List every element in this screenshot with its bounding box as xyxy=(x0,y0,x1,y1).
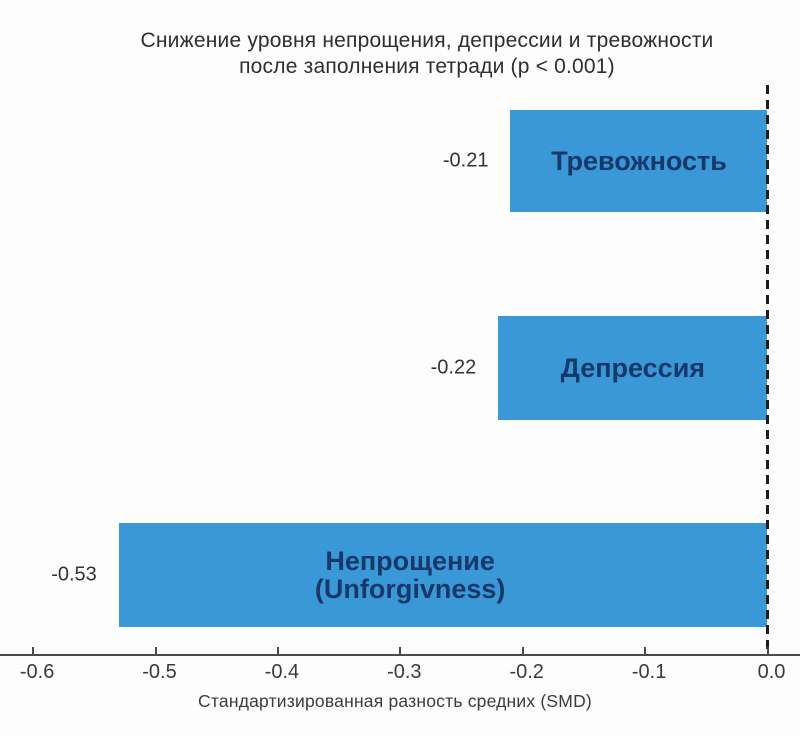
x-tick-label: -0.3 xyxy=(387,661,422,683)
x-tick-mark xyxy=(399,647,402,654)
x-tick-label: -0.1 xyxy=(631,661,667,683)
x-axis-line xyxy=(0,654,800,656)
bar-category-label: Депрессия xyxy=(560,353,706,383)
x-tick-mark xyxy=(644,647,647,654)
x-tick-mark xyxy=(521,647,524,654)
x-tick-mark xyxy=(154,647,157,654)
bar-1: Тревожность xyxy=(510,110,768,212)
x-tick-label: -0.2 xyxy=(509,661,544,683)
bar-value-label: -0.53 xyxy=(51,563,97,586)
x-tick-label: -0.4 xyxy=(264,661,300,683)
bar-category-label: Непрощение (Unforgivness) xyxy=(314,546,506,604)
chart-title: Снижение уровня непрощения, депрессии и … xyxy=(55,28,799,80)
x-tick-mark xyxy=(766,647,769,654)
bar-3: Непрощение (Unforgivness) xyxy=(118,523,768,627)
x-tick-label: 0.0 xyxy=(757,661,786,683)
bar-value-label: -0.21 xyxy=(442,149,489,172)
x-axis-label: Стандартизированная разность средних (SM… xyxy=(198,691,592,711)
chart-title-line-1: Снижение уровня непрощения, депрессии и … xyxy=(140,29,714,52)
bar-value-label: -0.22 xyxy=(430,356,477,379)
bar-category-label: Тревожность xyxy=(551,146,727,176)
x-tick-label: -0.5 xyxy=(142,661,177,683)
x-tick-mark xyxy=(32,647,35,654)
x-tick-mark xyxy=(276,647,279,654)
chart-title-line-2: после заполнения тетради (p < 0.001) xyxy=(239,55,615,78)
x-tick-label: -0.6 xyxy=(19,661,55,683)
zero-reference-line xyxy=(766,85,769,654)
bar-2: Депрессия xyxy=(498,316,768,420)
